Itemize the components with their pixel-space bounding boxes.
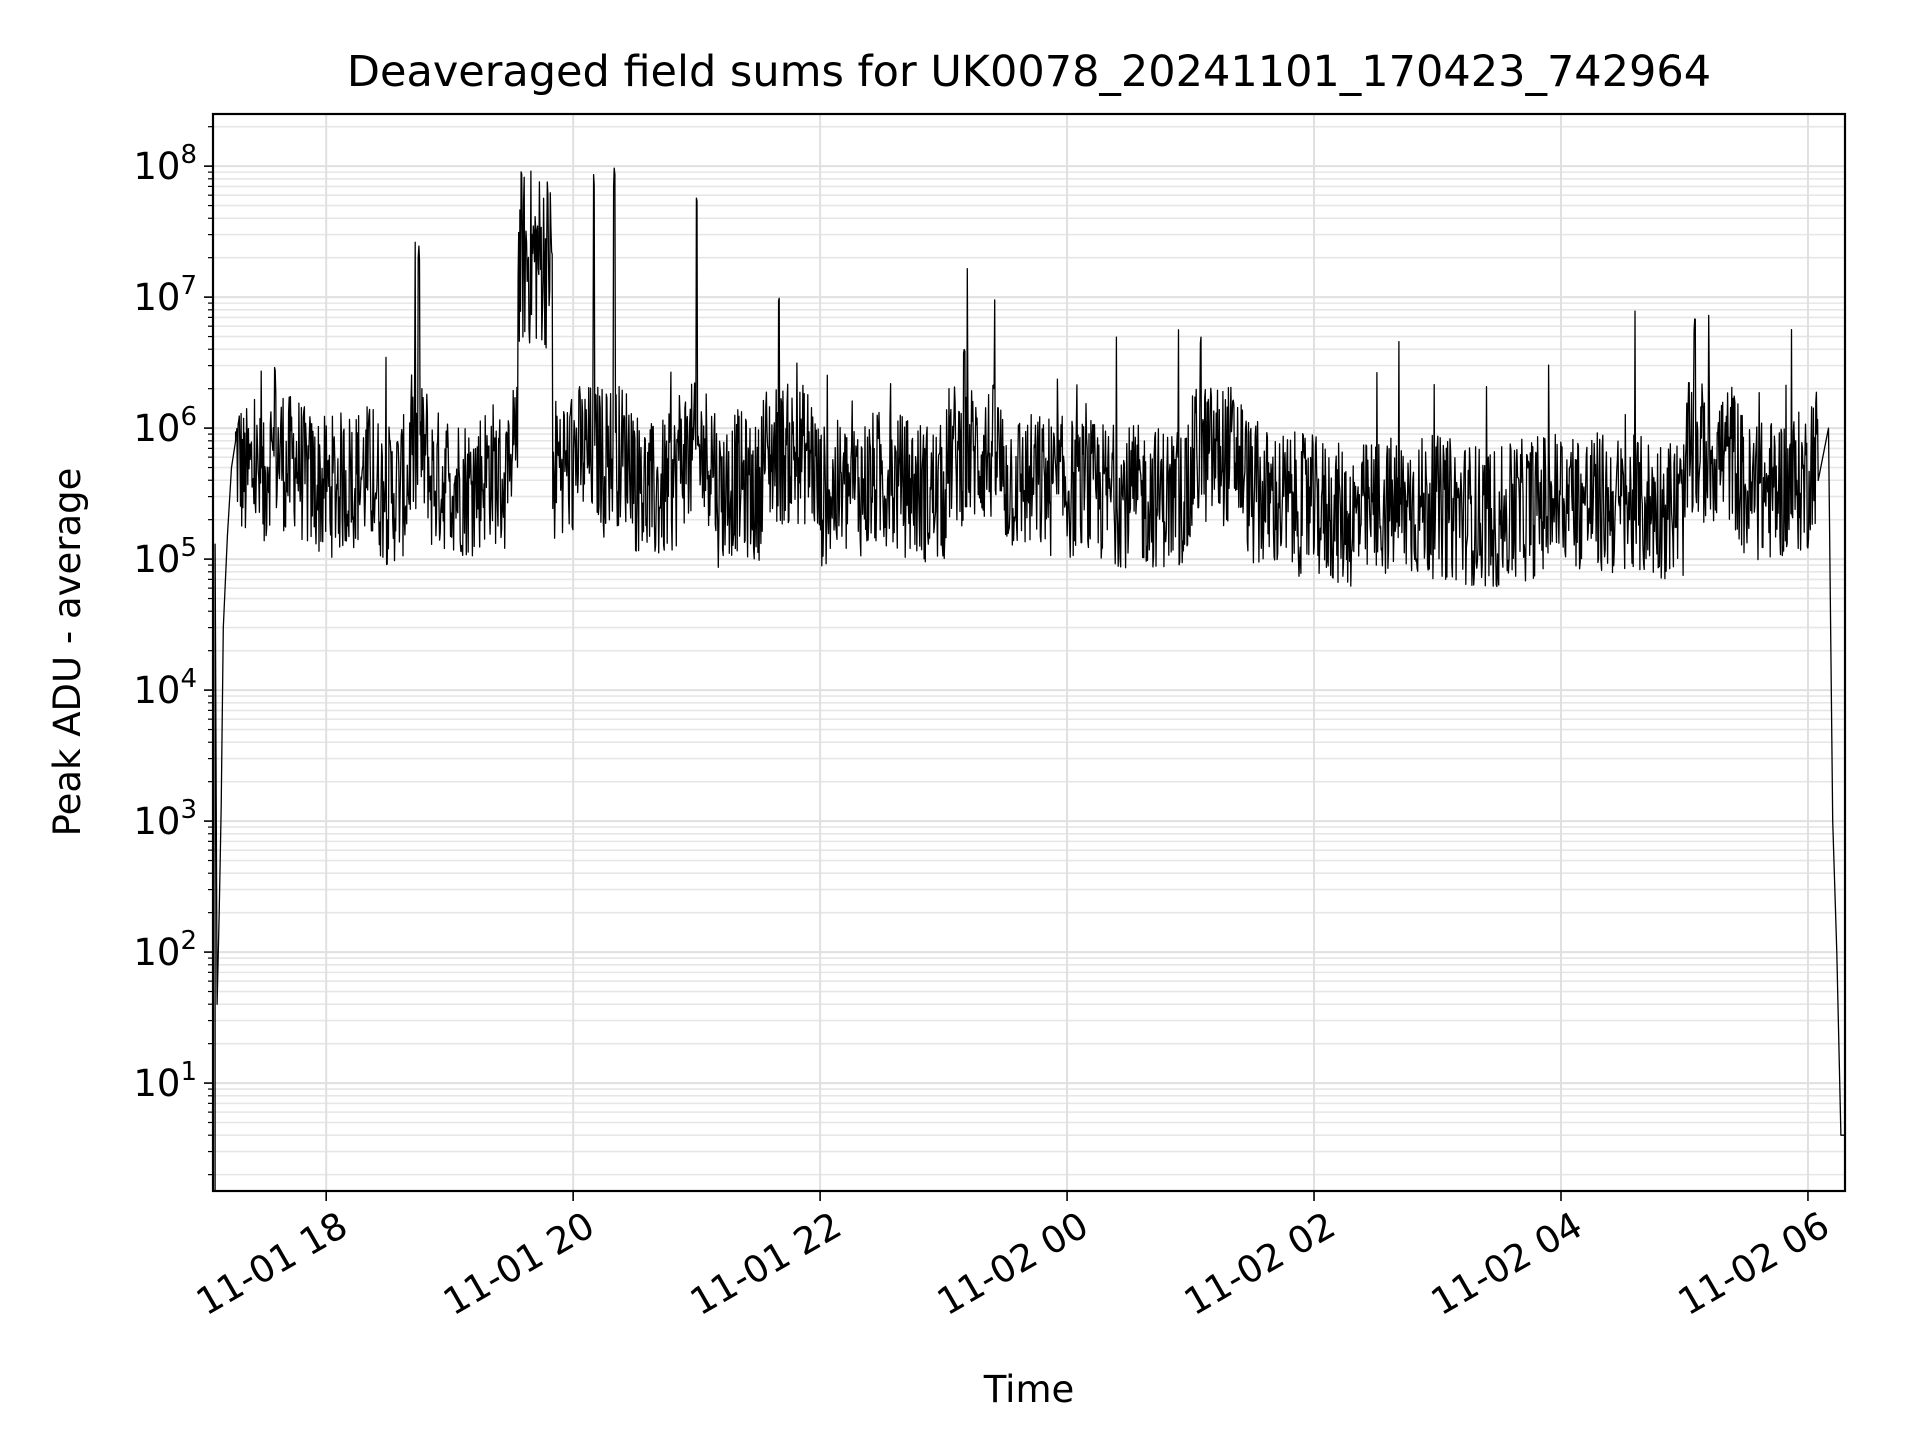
x-axis-label: Time (983, 1368, 1075, 1411)
y-tick-base: 10 (133, 669, 180, 712)
y-tick-base: 10 (133, 931, 180, 974)
plot-frame (211, 112, 1847, 1193)
y-tick-label: 101 (133, 1057, 197, 1105)
data-layer (214, 167, 1845, 1191)
y-tick-base: 10 (133, 407, 180, 450)
grid (213, 114, 1845, 1191)
y-tick-base: 10 (133, 538, 180, 581)
y-tick-exponent: 7 (180, 271, 197, 301)
chart-title: Deaveraged field sums for UK0078_2024110… (347, 47, 1711, 97)
y-tick-label: 107 (133, 271, 197, 319)
y-tick-label: 106 (133, 402, 197, 450)
y-tick-label: 102 (133, 926, 197, 974)
y-tick-base: 10 (133, 1062, 180, 1105)
y-tick-label: 108 (133, 140, 197, 188)
y-tick-exponent: 1 (180, 1057, 197, 1087)
y-tick-label: 104 (133, 664, 197, 712)
y-tick-exponent: 6 (180, 402, 197, 432)
y-tick-label: 103 (133, 795, 197, 843)
y-tick-exponent: 2 (180, 926, 197, 956)
y-tick-exponent: 5 (180, 533, 197, 563)
series-line (214, 167, 1845, 1191)
y-tick-base: 10 (133, 145, 180, 188)
y-tick-base: 10 (133, 276, 180, 319)
y-tick-exponent: 4 (180, 664, 197, 694)
y-tick-label: 105 (133, 533, 197, 581)
y-axis-label: Peak ADU - average (46, 468, 89, 837)
y-tick-exponent: 8 (180, 140, 197, 170)
y-tick-exponent: 3 (180, 795, 197, 825)
y-tick-base: 10 (133, 800, 180, 843)
